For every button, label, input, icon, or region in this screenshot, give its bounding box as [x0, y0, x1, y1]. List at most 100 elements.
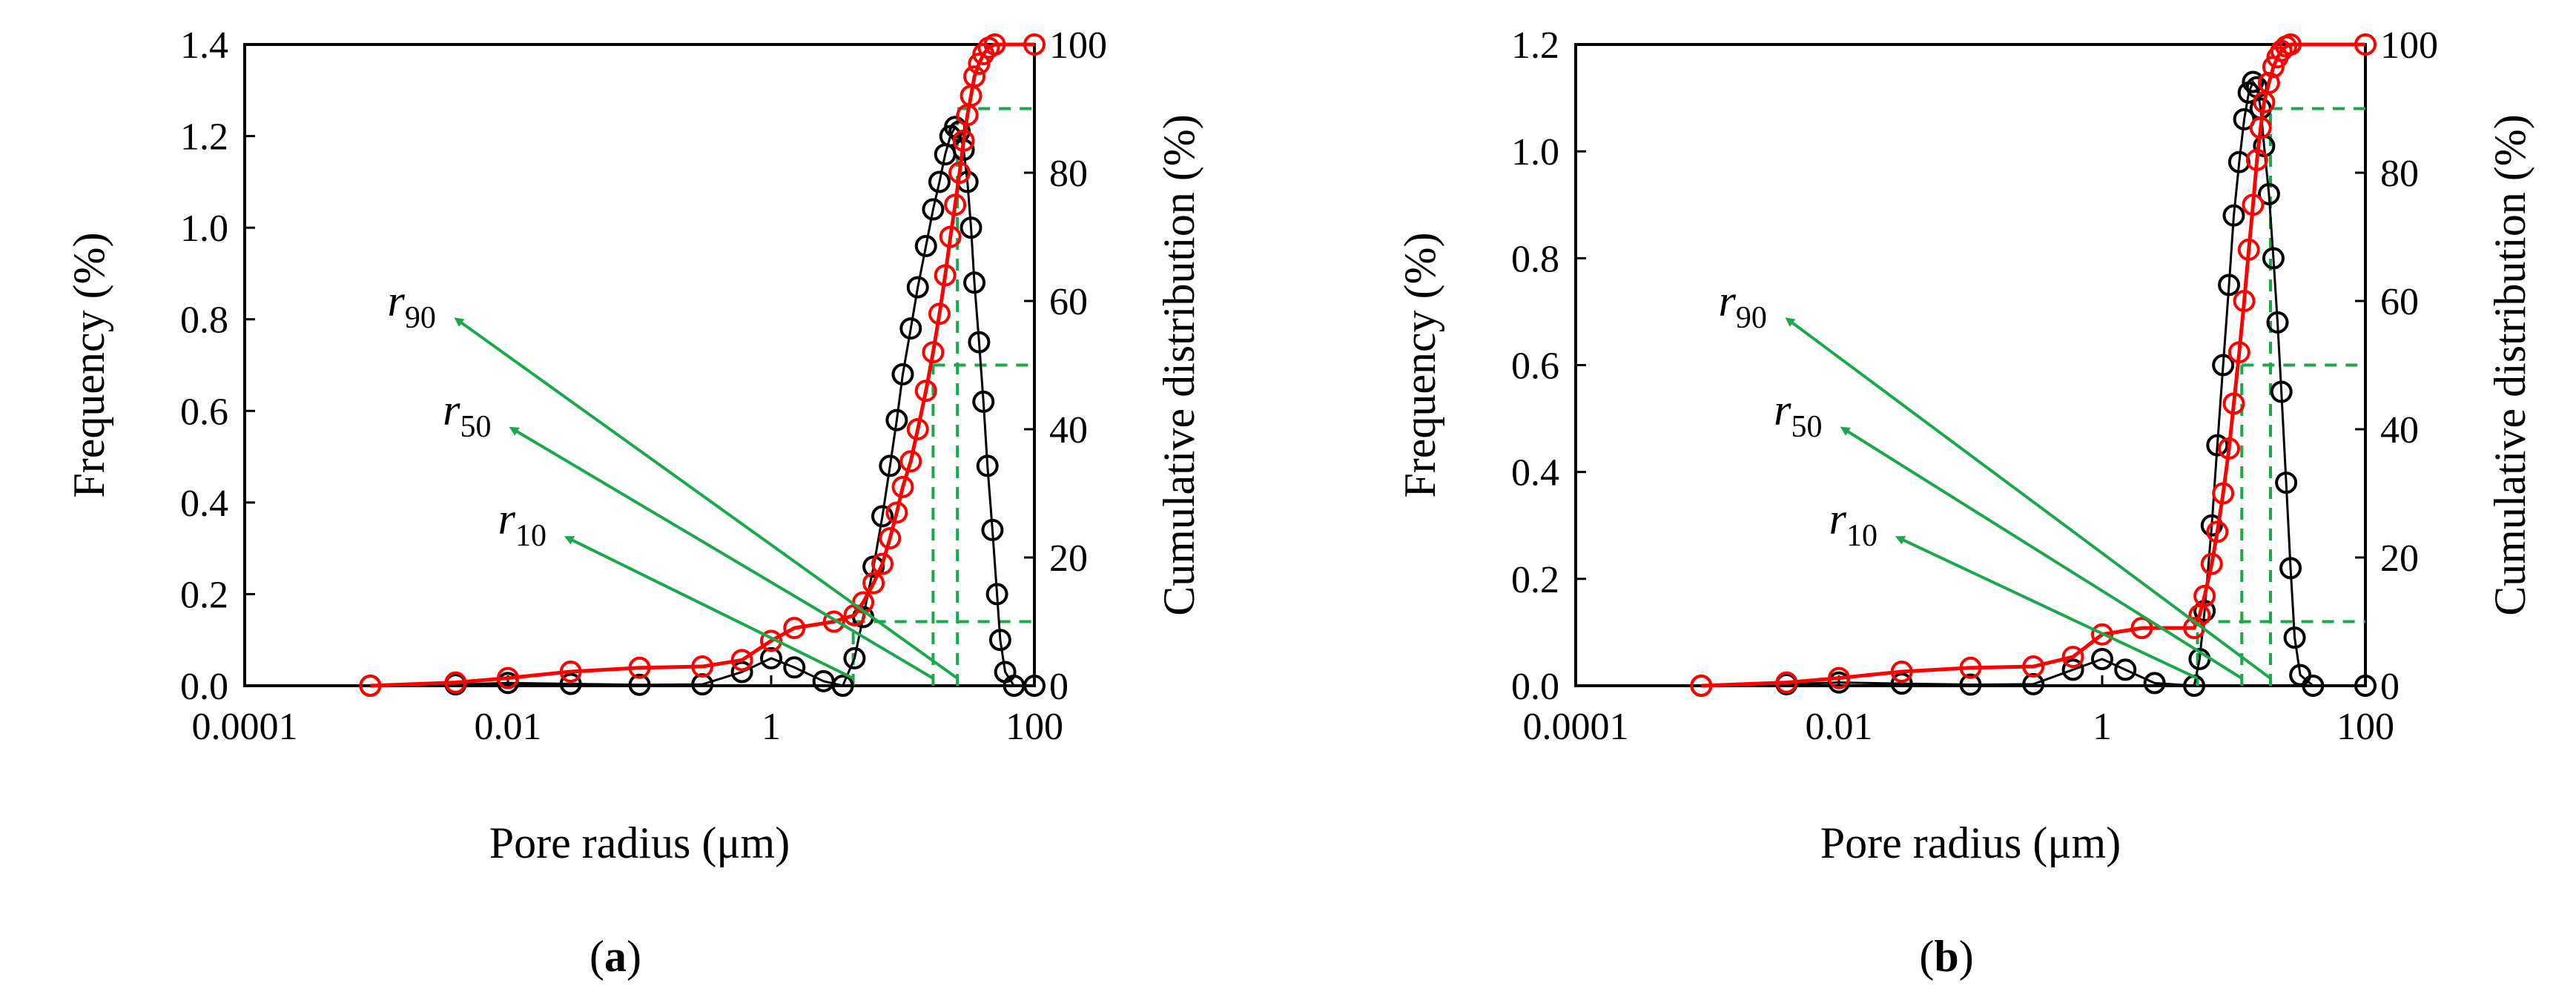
frequency-point	[2242, 70, 2265, 93]
frequency-point	[2222, 204, 2245, 227]
frequency-point	[928, 171, 951, 193]
left-y-tick-label: 1.4	[180, 24, 228, 67]
cumulative-point	[497, 666, 519, 689]
frequency-point	[783, 656, 806, 679]
cumulative-point	[2233, 290, 2256, 312]
cumulative-point	[691, 655, 714, 678]
cumulative-point	[879, 527, 902, 550]
cumulative-point	[914, 380, 937, 403]
x-tick-label: 0.0001	[1523, 706, 1629, 748]
frequency-point	[1959, 673, 1982, 696]
cumulative-point	[2227, 341, 2250, 364]
cumulative-point	[934, 264, 957, 287]
right-y-axis-title: Cumulative distribution (%)	[2486, 114, 2534, 616]
right-y-axis-title: Cumulative distribution (%)	[1155, 114, 1203, 616]
cumulative-point	[871, 552, 894, 575]
x-tick-label: 0.01	[1806, 706, 1873, 748]
right-y-tick-label: 40	[1049, 409, 1088, 451]
cumulative-point	[822, 610, 845, 633]
frequency-line	[1701, 79, 2365, 687]
right-y-tick-label: 100	[2380, 24, 2438, 67]
cumulative-point	[2022, 655, 2045, 678]
x-tick-label: 100	[2336, 706, 2394, 748]
left-y-tick-label: 0.4	[180, 483, 228, 525]
left-y-tick-label: 0.6	[1511, 345, 1559, 388]
arrow-r90	[454, 317, 959, 680]
right-y-tick-label: 80	[2380, 153, 2419, 195]
left-y-tick-label: 0.4	[1511, 452, 1559, 494]
frequency-point	[559, 672, 582, 695]
left-y-tick-label: 0.6	[180, 391, 228, 433]
cumulative-point	[1890, 660, 1913, 683]
cumulative-point	[891, 475, 914, 498]
cumulative-point	[1775, 671, 1798, 694]
cumulative-point	[885, 501, 908, 524]
frequency-point	[1023, 675, 1046, 697]
x-tick-label: 1	[2093, 706, 2112, 748]
frequency-point	[2354, 675, 2377, 697]
right-y-tick-label: 40	[2380, 409, 2419, 451]
frequency-point	[981, 518, 1004, 541]
x-tick-label: 100	[1005, 706, 1063, 748]
cumulative-point	[2091, 623, 2113, 646]
frequency-point	[2022, 672, 2045, 695]
x-tick-label: 1	[762, 706, 781, 748]
arrow-r50	[1840, 426, 2243, 680]
label-r50: r50	[443, 385, 491, 444]
frequency-point	[960, 216, 982, 239]
cumulative-point	[899, 450, 922, 473]
frequency-point	[2200, 514, 2223, 537]
arrow-r10	[564, 536, 854, 680]
cumulative-point	[2354, 33, 2377, 56]
frequency-point	[985, 583, 1008, 606]
right-y-tick-label: 80	[1049, 153, 1088, 195]
chart-panel-b: 0.0 0.2 0.4 0.6 0.8 1.0 1.2 0 20 40 60 80 100 0.0001 0…	[1396, 24, 2534, 981]
panel-label: (a)	[589, 932, 641, 981]
cumulative-point	[944, 193, 967, 216]
right-y-tick-label: 20	[2380, 537, 2419, 580]
cumulative-point	[2222, 392, 2245, 415]
cumulative-point	[939, 225, 962, 248]
arrow-r10	[1895, 535, 2199, 680]
cumulative-line	[370, 42, 1034, 688]
frequency-point	[963, 271, 986, 294]
cumulative-point	[928, 302, 951, 325]
frequency-point	[972, 390, 995, 413]
cumulative-point	[2200, 552, 2223, 575]
left-y-axis-title: Frequency (%)	[1396, 232, 1444, 497]
cumulative-point	[628, 656, 651, 679]
cumulative-point	[948, 162, 971, 184]
right-y-tick-label: 60	[1049, 281, 1088, 323]
right-y-tick-label: 20	[1049, 537, 1088, 580]
frequency-point	[2262, 247, 2285, 270]
x-tick-label: 0.01	[475, 706, 542, 748]
frequency-point	[922, 198, 945, 221]
cumulative-point	[2218, 437, 2241, 460]
cumulative-point	[2206, 520, 2229, 543]
frequency-point	[879, 454, 902, 477]
label-r90: r90	[1719, 277, 1767, 335]
cumulative-point	[2061, 646, 2084, 669]
arrow-r90	[1785, 317, 2272, 680]
panel-label: (b)	[1919, 932, 1973, 981]
x-axis-title: Pore radius (μm)	[1820, 818, 2121, 867]
cumulative-point	[444, 671, 467, 694]
frequency-point	[2275, 471, 2298, 494]
frequency-point	[1890, 672, 1913, 695]
chart-panel-a: 0.0 0.2 0.4 0.6 0.8 1.0 1.2 1.4 0 20 40 60 80 100 0.00…	[65, 24, 1203, 981]
left-y-tick-label: 0.2	[1511, 559, 1559, 601]
right-y-tick-label: 60	[2380, 281, 2419, 323]
x-tick-label: 0.0001	[192, 706, 298, 748]
frequency-point	[968, 331, 991, 354]
frequency-point	[2206, 434, 2229, 457]
frequency-point	[2212, 354, 2235, 377]
cumulative-point	[730, 649, 753, 672]
arrow-r50	[509, 426, 934, 680]
cumulative-point	[1959, 656, 1982, 679]
cumulative-point	[2279, 33, 2302, 56]
frequency-point	[976, 454, 999, 477]
label-r10: r10	[1829, 494, 1877, 553]
right-y-tick-label: 0	[1049, 666, 1069, 708]
left-y-tick-label: 1.2	[180, 116, 228, 159]
frequency-point	[988, 629, 1011, 652]
